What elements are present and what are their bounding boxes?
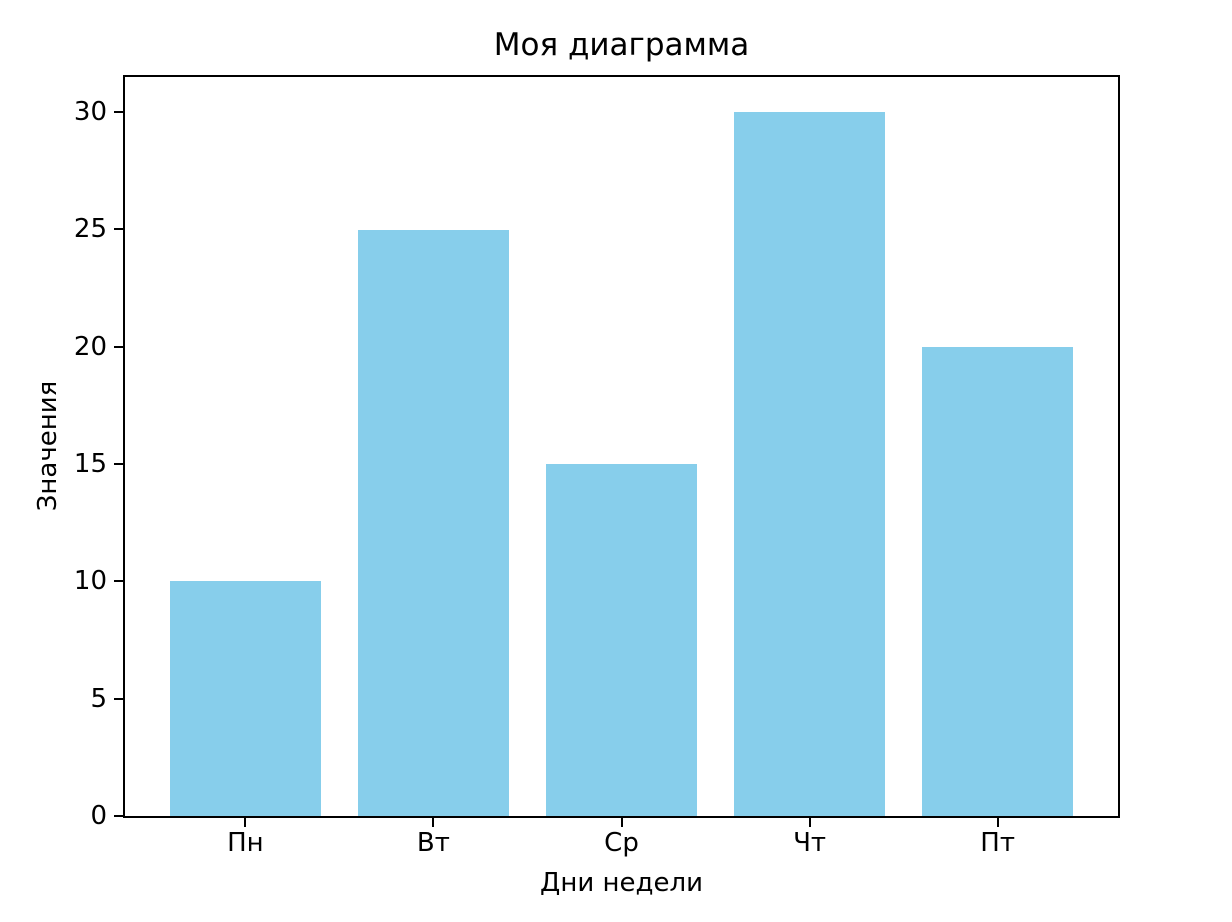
x-tick-label: Пт <box>980 828 1015 858</box>
x-tick-label: Вт <box>416 828 450 858</box>
y-axis-label: Значения <box>33 380 63 512</box>
x-axis-label: Дни недели <box>540 868 703 898</box>
bar-Ср <box>546 464 697 816</box>
y-tick-label: 25 <box>73 214 107 245</box>
chart-title: Моя диаграмма <box>493 27 750 63</box>
y-tick-label: 5 <box>90 683 107 714</box>
bar-Вт <box>358 229 509 816</box>
x-tick-label: Пн <box>227 828 264 858</box>
x-tick-mark <box>244 818 247 827</box>
y-tick-label: 20 <box>73 331 107 362</box>
bar-Пт <box>922 346 1073 816</box>
y-tick-mark <box>114 228 123 231</box>
x-tick-mark <box>996 818 999 827</box>
x-tick-label: Чт <box>793 828 827 858</box>
y-tick-label: 0 <box>90 801 107 831</box>
x-tick-mark <box>432 818 435 827</box>
bar-Чт <box>734 112 885 816</box>
y-tick-label: 30 <box>73 97 107 128</box>
x-tick-label: Ср <box>604 828 639 858</box>
y-tick-mark <box>114 111 123 114</box>
bar-Пн <box>170 581 321 816</box>
x-tick-mark <box>808 818 811 827</box>
y-tick-mark <box>114 345 123 348</box>
y-tick-mark <box>114 697 123 700</box>
y-tick-mark <box>114 463 123 466</box>
x-tick-mark <box>620 818 623 827</box>
y-tick-label: 10 <box>73 566 107 597</box>
y-tick-mark <box>114 580 123 583</box>
plot-area: Пн Вт Ср Чт Пт 0 5 10 15 20 25 30 <box>74 75 1120 856</box>
y-tick-label: 15 <box>73 449 107 480</box>
y-tick-mark <box>114 815 123 817</box>
